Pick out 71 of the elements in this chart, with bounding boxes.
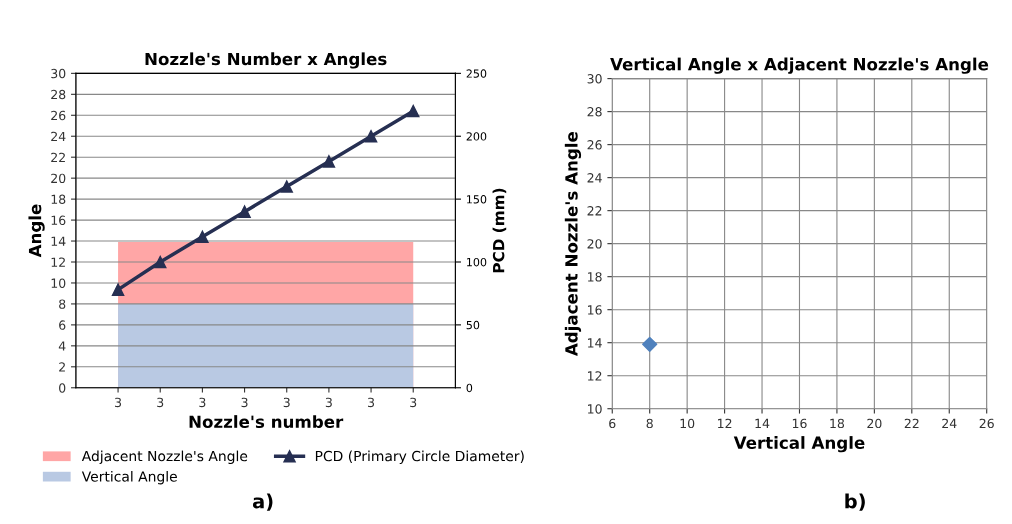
legend-label: Vertical Angle: [81, 470, 177, 485]
y-tick-label: 16: [51, 215, 66, 226]
point: [322, 155, 336, 168]
x-tick-label: 26: [979, 418, 994, 429]
y-tick-label: 14: [51, 236, 66, 246]
x-tick-label: 3: [199, 397, 206, 408]
y2-tick-label: 100: [467, 257, 487, 267]
y-axis-title: Adjacent Nozzle's Angle: [564, 131, 582, 357]
legend-label: Adjacent Nozzle's Angle: [81, 450, 248, 465]
x-axis-title: Vertical Angle: [733, 436, 865, 453]
y2-axis-title: PCD (mm): [492, 188, 507, 273]
y-tick-label: 20: [587, 239, 602, 249]
x-tick-label: 22: [904, 418, 919, 428]
y2-tick-label: 150: [467, 195, 487, 204]
y-tick-label: 6: [59, 320, 66, 330]
x-tick-label: 24: [942, 418, 957, 428]
x-tick-label: 3: [241, 397, 248, 408]
y-tick-label: 10: [51, 278, 66, 288]
y-tick-label: 28: [587, 107, 602, 117]
y2-tick-label: 200: [466, 132, 487, 141]
x-tick-label: 3: [325, 397, 332, 408]
y-tick-label: 22: [51, 152, 65, 162]
y-tick-label: 26: [587, 140, 602, 150]
x-tick-label: 16: [792, 418, 807, 429]
y-tick-label: 18: [51, 194, 66, 205]
y-tick-label: 16: [588, 305, 602, 315]
chart-title: Vertical Angle x Adjacent Nozzle's Angle: [610, 57, 989, 74]
text: b): [845, 493, 865, 511]
point: [238, 205, 251, 218]
y-tick-label: 18: [588, 272, 602, 282]
point: [111, 283, 125, 296]
text: a): [252, 493, 273, 511]
y-tick-label: 26: [51, 110, 66, 121]
y-tick-label: 8: [59, 299, 66, 309]
point: [364, 129, 378, 143]
y-tick-label: 30: [51, 68, 66, 79]
y-axis-title: Angle: [28, 204, 45, 258]
chart-title: Nozzle's Number x Angles: [145, 52, 387, 69]
y-tick-label: 24: [51, 131, 66, 141]
legend-label: PCD (Primary Circle Diameter): [315, 450, 524, 465]
x-tick-label: 12: [718, 418, 732, 428]
x-tick-label: 14: [755, 418, 770, 428]
y-tick-label: 22: [587, 206, 602, 216]
x-tick-label: 20: [867, 418, 882, 429]
point: [153, 255, 167, 269]
x-tick-label: 3: [157, 397, 164, 408]
y2-tick-label: 250: [466, 69, 487, 78]
y-tick-label: 28: [51, 89, 66, 100]
x-tick-label: 3: [283, 397, 290, 408]
x-tick-label: 3: [368, 397, 375, 408]
x-tick-label: 6: [609, 418, 616, 429]
y-tick-label: 12: [588, 371, 602, 381]
x-axis-title: Nozzle's number: [189, 415, 344, 429]
y-tick-label: 12: [51, 257, 65, 267]
y-tick-label: 20: [51, 173, 66, 184]
x-tick-label: 18: [830, 418, 845, 429]
y-tick-label: 30: [587, 74, 602, 84]
y-tick-label: 0: [59, 383, 66, 393]
x-tick-label: 3: [410, 397, 417, 408]
y2-tick-label: 50: [466, 320, 480, 330]
x-tick-label: 3: [115, 397, 122, 408]
point: [196, 230, 209, 244]
point: [280, 180, 293, 193]
y2-tick-label: 0: [466, 383, 473, 393]
y-tick-label: 2: [59, 362, 65, 372]
x-tick-label: 10: [680, 418, 695, 429]
y-tick-label: 14: [588, 338, 602, 348]
point: [406, 104, 420, 118]
y-tick-label: 24: [587, 173, 602, 183]
x-tick-label: 8: [646, 418, 653, 429]
y-tick-label: 4: [58, 341, 66, 351]
